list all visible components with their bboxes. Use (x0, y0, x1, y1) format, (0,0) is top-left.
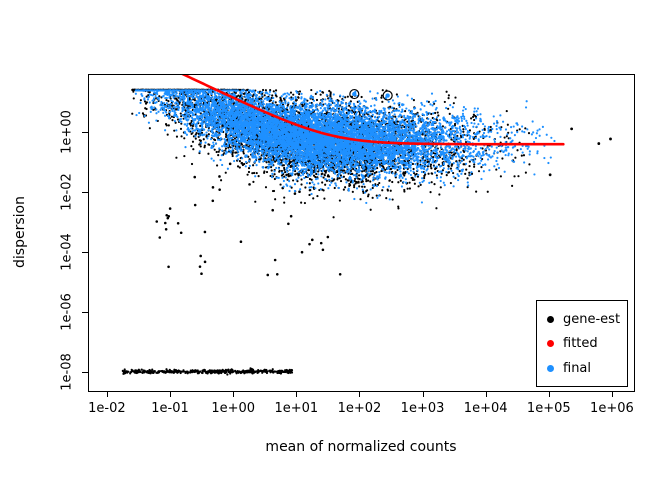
legend-label-fitted: fitted (563, 336, 598, 351)
legend: gene-est fitted final (536, 300, 628, 387)
legend-label-final: final (563, 360, 592, 376)
y-tick-label: 1e-06 (59, 292, 75, 331)
x-tick-label: 1e+00 (211, 401, 256, 416)
x-tick-label: 1e+05 (526, 401, 571, 416)
legend-item-gene-est: gene-est (547, 313, 627, 326)
x-tick-label: 1e+02 (337, 401, 382, 416)
fitted-point-icon (547, 340, 554, 347)
y-tick-label: 1e-08 (59, 352, 75, 391)
x-tick-label: 1e-02 (88, 401, 126, 416)
x-axis-title: mean of normalized counts (265, 439, 457, 455)
x-tick-label: 1e+04 (463, 401, 508, 416)
y-tick-label: 1e-02 (59, 173, 75, 211)
x-tick-label: 1e+03 (400, 401, 445, 416)
x-tick-label: 1e-01 (151, 401, 189, 416)
legend-label-gene-est: gene-est (563, 311, 621, 327)
x-tick-label: 1e+06 (590, 401, 634, 416)
final-point-icon (547, 364, 554, 372)
y-tick-label: 1e+00 (59, 110, 75, 155)
legend-item-final: final (547, 362, 627, 375)
x-tick-label: 1e+01 (274, 401, 319, 416)
y-tick-label: 1e-04 (59, 233, 75, 271)
legend-item-fitted: fitted (547, 337, 627, 350)
gene-est-point-icon (547, 315, 554, 323)
y-axis-title: dispersion (12, 196, 28, 268)
